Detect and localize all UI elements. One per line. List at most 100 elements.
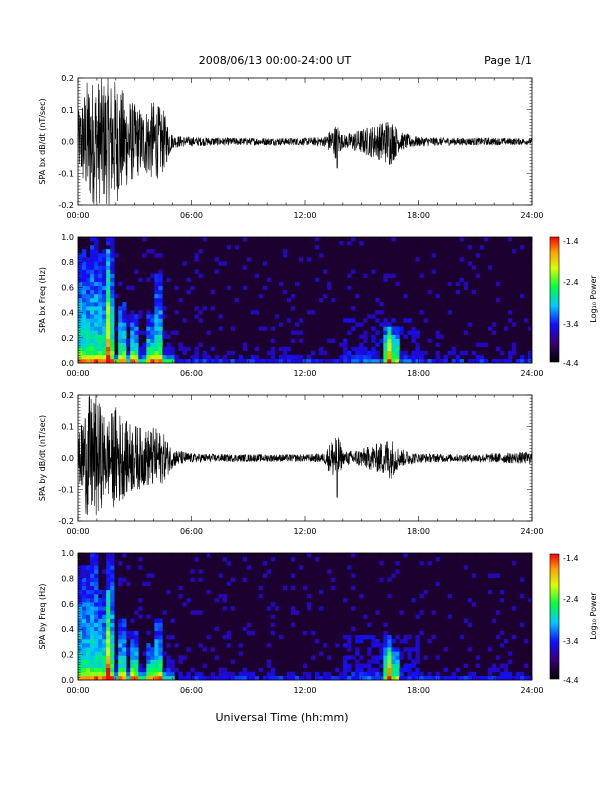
spectrogram-cell	[106, 663, 111, 669]
spectrogram-cell	[98, 675, 103, 681]
spectrogram-cell	[319, 346, 324, 352]
spectrogram-cell	[190, 610, 195, 615]
colorbar-1-ramp	[549, 236, 560, 363]
spectrogram-cell	[311, 655, 316, 660]
spectrogram-cell	[194, 358, 199, 364]
spectrogram-cell	[511, 346, 517, 352]
spectrogram-cell	[359, 634, 364, 640]
spectrogram-cell	[154, 626, 159, 632]
spectrogram-cell	[186, 598, 191, 603]
spectrogram-cell	[90, 651, 95, 656]
spectrogram-cell	[110, 569, 115, 574]
spectrogram-cell	[114, 663, 119, 669]
spectrogram-cell	[118, 675, 123, 681]
spectrogram-cell	[82, 297, 87, 303]
spectrogram-cell	[154, 297, 159, 303]
spectrogram-cell	[395, 655, 400, 660]
spectrogram-cell	[335, 667, 340, 673]
spectrogram-cell	[363, 675, 368, 681]
spectrogram-cell	[114, 293, 119, 299]
spectrogram-cell	[242, 671, 248, 677]
spectrogram-cell	[495, 346, 501, 352]
spectrogram-cell	[82, 257, 87, 262]
spectrogram-cell	[415, 647, 420, 652]
spectrogram-cell	[282, 675, 288, 681]
spectrogram-cell	[210, 306, 215, 311]
spectrogram-cell	[102, 334, 107, 339]
spectrogram-cell	[423, 318, 428, 323]
spectrogram-cell	[206, 553, 211, 558]
spectrogram-cell	[122, 314, 127, 319]
spectrogram-cell	[94, 606, 99, 611]
spectrogram-cell	[270, 667, 276, 673]
spectrogram-cell	[82, 598, 87, 603]
spectrogram-cell	[122, 675, 127, 681]
spectrogram-cell	[371, 326, 376, 331]
spectrogram-cell	[178, 659, 183, 664]
spectrogram-cell	[250, 671, 256, 677]
spectrogram-cell	[387, 663, 392, 669]
spectrogram-cell	[166, 589, 171, 595]
spectrogram-cell	[126, 630, 131, 636]
spectrogram-cell	[523, 639, 529, 644]
spectrogram-cell	[471, 671, 477, 677]
spectrogram-cell	[146, 350, 151, 356]
spectrogram-cell	[363, 614, 368, 619]
spectrogram-cell	[343, 598, 348, 603]
spectrogram-cell	[122, 306, 127, 311]
spectrogram-cell	[122, 643, 127, 648]
spectrogram-cell	[226, 285, 231, 291]
panel-1: 00:00 06:00 12:00 18:00 24:000.20.10.0-0.1-0…	[38, 74, 544, 220]
spectrogram-cell	[431, 675, 436, 681]
spectrogram-cell	[122, 630, 127, 636]
spectrogram-cell	[106, 573, 111, 578]
spectrogram-cell	[174, 643, 179, 648]
spectrogram-cell	[110, 639, 115, 644]
spectrogram-cell	[298, 358, 304, 364]
spectrogram-cell	[110, 553, 115, 558]
spectrogram-cell	[126, 358, 131, 364]
spectrogram-cell	[290, 585, 296, 591]
spectrogram-cell	[106, 598, 111, 603]
spectrogram-cell	[162, 610, 167, 615]
spectrogram-cell	[347, 350, 352, 356]
spectrogram-cell	[94, 350, 99, 356]
spectrogram-cell	[102, 293, 107, 299]
spectrogram-cell	[90, 618, 95, 623]
spectrogram-cell	[407, 647, 412, 652]
spectrogram-cell	[138, 350, 143, 356]
spectrogram-cell	[158, 618, 163, 623]
spectrogram-cell	[455, 675, 460, 681]
spectrogram-cell	[174, 354, 179, 360]
spectrogram-cell	[106, 610, 111, 615]
spectrogram-cell	[214, 257, 219, 262]
spectrogram-cell	[110, 281, 115, 287]
spectrogram-cell	[202, 306, 207, 311]
spectrogram-cell	[463, 330, 469, 335]
spectrogram-cell	[226, 581, 231, 587]
spectrogram-cell	[122, 326, 127, 331]
spectrogram-cell	[110, 593, 115, 599]
spectrogram-cell	[323, 358, 328, 364]
spectrogram-cell	[383, 651, 388, 656]
spectrogram-cell	[86, 589, 91, 595]
spectrogram-cell	[254, 354, 260, 360]
spectrogram-cell	[351, 553, 356, 558]
spectrogram-cell	[302, 671, 308, 677]
spectrogram-cell	[230, 675, 235, 681]
spectrogram-cell	[82, 606, 87, 611]
spectrogram-cell	[82, 346, 87, 352]
spectrogram-cell	[186, 358, 191, 364]
spectrogram-cell	[403, 350, 408, 356]
colorbar-1-tick-max: -1.4	[563, 237, 579, 246]
spectrogram-cell	[218, 261, 223, 266]
spectrogram-cell	[130, 655, 135, 660]
spectrogram-cell	[162, 314, 167, 319]
spectrogram-cell	[106, 265, 111, 270]
spectrogram-cell	[158, 639, 163, 644]
spectrogram-cell	[270, 358, 276, 364]
spectrogram-cell	[415, 675, 420, 681]
spectrogram-cell	[222, 675, 227, 681]
y-tick-label: 0.2	[61, 74, 74, 83]
spectrogram-cell	[134, 358, 139, 364]
